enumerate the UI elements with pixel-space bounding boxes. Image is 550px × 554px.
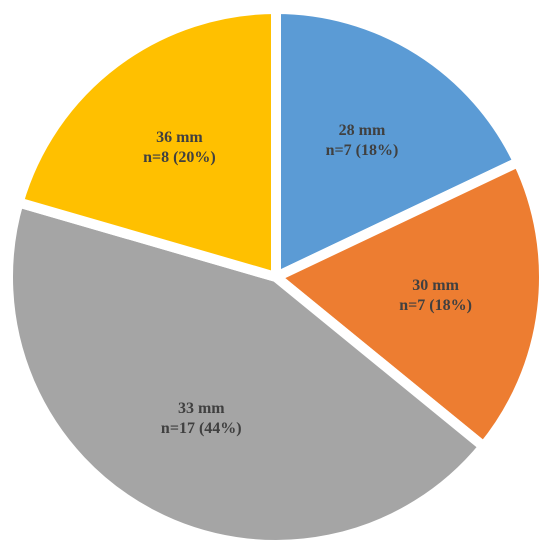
pie-slice [266,155,549,454]
pie-slice [271,3,525,285]
slice-value-label: n=7 (18%) [399,297,472,314]
pie-slice [12,3,281,284]
slice-value-label: n=7 (18%) [326,142,399,159]
slice-category-label: 36 mm [156,129,203,146]
slice-category-label: 33 mm [178,400,225,417]
slice-value-label: n=8 (20%) [143,149,216,166]
slice-category-label: 30 mm [412,277,459,294]
slice-category-label: 28 mm [339,122,386,139]
slice-value-label: n=17 (44%) [161,420,242,437]
pie-slice [3,196,491,550]
